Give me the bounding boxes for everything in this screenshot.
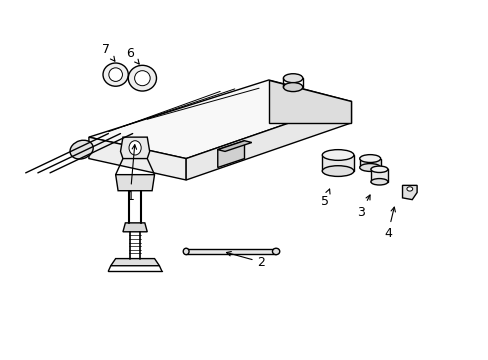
Polygon shape — [116, 175, 154, 191]
Text: 7: 7 — [102, 43, 115, 61]
Ellipse shape — [322, 150, 353, 160]
Ellipse shape — [283, 74, 302, 83]
Ellipse shape — [359, 155, 380, 162]
Text: 5: 5 — [320, 189, 329, 208]
Text: 1: 1 — [126, 145, 136, 203]
Ellipse shape — [70, 140, 93, 159]
Text: 3: 3 — [357, 195, 369, 219]
Polygon shape — [111, 258, 159, 266]
Polygon shape — [217, 141, 251, 152]
Polygon shape — [89, 80, 351, 158]
Text: 6: 6 — [126, 47, 139, 64]
Polygon shape — [370, 169, 387, 182]
Polygon shape — [120, 137, 149, 158]
Polygon shape — [186, 249, 276, 254]
Ellipse shape — [406, 187, 412, 191]
Ellipse shape — [134, 71, 150, 86]
Ellipse shape — [370, 166, 387, 172]
Ellipse shape — [103, 63, 128, 86]
Ellipse shape — [109, 68, 122, 81]
Polygon shape — [217, 141, 244, 167]
Ellipse shape — [283, 83, 302, 91]
Ellipse shape — [183, 248, 189, 255]
Ellipse shape — [128, 65, 156, 91]
Ellipse shape — [322, 166, 353, 176]
Polygon shape — [322, 155, 353, 171]
Polygon shape — [359, 158, 380, 167]
Text: 4: 4 — [383, 207, 395, 240]
Polygon shape — [122, 223, 147, 232]
Ellipse shape — [370, 179, 387, 185]
Polygon shape — [402, 185, 416, 200]
Polygon shape — [89, 137, 186, 180]
Polygon shape — [186, 102, 351, 180]
Ellipse shape — [272, 248, 279, 255]
Polygon shape — [268, 80, 351, 123]
Ellipse shape — [359, 163, 380, 171]
Text: 2: 2 — [226, 252, 265, 269]
Ellipse shape — [129, 141, 141, 155]
